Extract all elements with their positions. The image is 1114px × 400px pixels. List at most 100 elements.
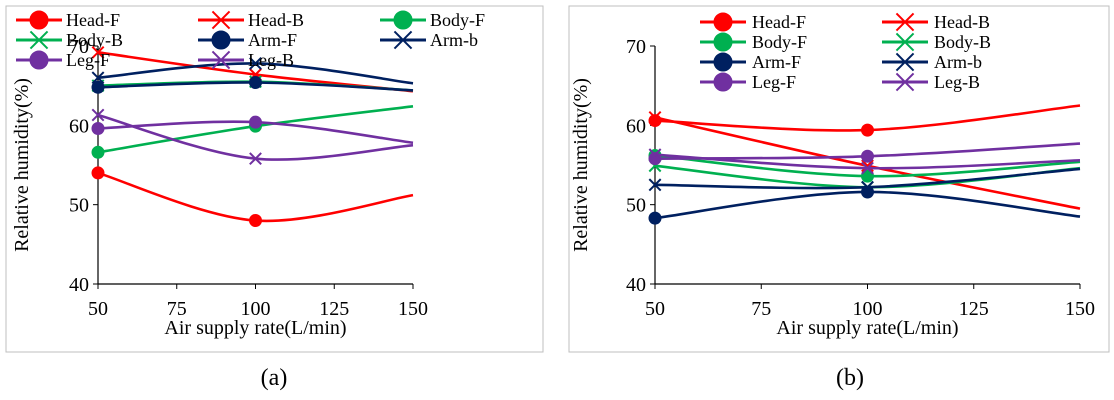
legend-marker: [713, 32, 733, 52]
legend-label: Arm-b: [934, 52, 982, 72]
data-point-body-f: [861, 169, 874, 183]
legend-label: Body-B: [934, 32, 991, 52]
legend-label: Arm-F: [248, 30, 297, 50]
data-point-leg-b: [249, 152, 262, 166]
legend-marker: [211, 30, 231, 50]
data-point-leg-b: [648, 148, 662, 162]
legend-marker-stroke: [211, 50, 231, 70]
data-point-arm-b-stroke: [91, 71, 105, 85]
legend-marker: [29, 30, 49, 50]
legend-marker: [713, 52, 733, 72]
data-point-leg-f: [861, 149, 874, 163]
y-tick-label: 70: [626, 36, 646, 58]
data-point-arm-b-stroke: [648, 178, 662, 192]
legend-item: Body-B: [882, 32, 991, 52]
data-point-body-f: [91, 145, 105, 159]
legend-marker: [895, 72, 915, 92]
data-point-arm-b-stroke: [861, 180, 874, 194]
legend-label: Head-F: [752, 12, 806, 32]
legend-marker: [29, 50, 49, 70]
data-point-leg-b: [91, 108, 105, 122]
legend-marker-stroke: [895, 72, 915, 92]
legend-label: Body-F: [752, 32, 807, 52]
y-tick-label: 50: [626, 195, 646, 217]
x-tick-label: 100: [241, 298, 271, 320]
data-point-head-f: [861, 123, 874, 137]
legend-item: Arm-b: [380, 30, 478, 50]
chart-frame: [5, 5, 544, 353]
legend: Head-F Head-B Body-F Body-B Arm-F Arm-b Leg-F L…: [16, 10, 485, 70]
legend-marker: [713, 12, 733, 32]
legend-marker: [895, 52, 915, 72]
legend-marker: [895, 12, 915, 32]
legend-marker: [713, 72, 733, 92]
data-point-leg-b-stroke: [861, 161, 874, 175]
legend-item: Head-B: [198, 10, 304, 30]
data-point-head-b: [648, 110, 662, 124]
legend-label: Arm-b: [430, 30, 478, 50]
data-point-leg-f: [249, 115, 262, 129]
legend-label: Head-F: [66, 10, 120, 30]
data-point-arm-f: [648, 211, 662, 225]
x-tick-label: 75: [751, 298, 771, 320]
legend-marker: [393, 30, 413, 50]
legend-item: Leg-F: [16, 50, 110, 70]
data-point-arm-b: [861, 180, 874, 194]
legend-label: Leg-F: [66, 50, 110, 70]
chart-frame: [568, 5, 1110, 353]
data-point-leg-f: [91, 122, 105, 136]
data-point-head-b-stroke: [648, 110, 662, 124]
data-point-leg-b-stroke: [648, 148, 662, 162]
legend-item: Arm-F: [700, 52, 801, 72]
legend-label: Body-B: [66, 30, 123, 50]
x-tick-label: 50: [645, 298, 665, 320]
legend-marker-stroke: [29, 30, 49, 50]
data-point-head-b: [91, 45, 105, 59]
data-point-head-b-stroke: [861, 159, 874, 173]
legend-marker: [29, 10, 49, 30]
legend-item: Body-F: [380, 10, 485, 30]
y-tick-label: 40: [69, 274, 89, 296]
legend-marker: [393, 10, 413, 30]
y-tick-label: 60: [626, 115, 646, 137]
y-tick-label: 50: [69, 195, 89, 217]
y-tick-label: 60: [69, 115, 89, 137]
series-line-head-f: [97, 171, 414, 223]
x-axis-label: Air supply rate(L/min): [164, 317, 346, 339]
data-point-leg-b-stroke: [91, 108, 105, 122]
data-point-leg-b-stroke: [249, 152, 262, 166]
y-axis-label: Relative humidity(%): [570, 78, 592, 252]
y-tick-label: 40: [626, 274, 646, 296]
legend-item: Leg-B: [198, 50, 294, 70]
legend-label: Leg-B: [248, 50, 294, 70]
legend-marker: [211, 10, 231, 30]
x-axis-label: Air supply rate(L/min): [776, 317, 958, 339]
x-tick-label: 125: [959, 298, 989, 320]
x-tick-label: 125: [319, 298, 349, 320]
y-tick-label: 70: [69, 36, 89, 58]
legend-item: Arm-F: [198, 30, 297, 50]
legend-label: Head-B: [934, 12, 990, 32]
panel-label: (b): [836, 365, 864, 391]
legend-marker-stroke: [211, 10, 231, 30]
legend-label: Head-B: [248, 10, 304, 30]
data-point-arm-b: [91, 71, 105, 85]
legend-item: Head-F: [16, 10, 120, 30]
legend-item: Leg-F: [700, 72, 796, 92]
legend-marker-stroke: [393, 30, 413, 50]
legend-marker-stroke: [895, 32, 915, 52]
legend-item: Leg-B: [882, 72, 980, 92]
y-axis-label: Relative humidity(%): [11, 78, 33, 252]
legend-label: Body-F: [430, 10, 485, 30]
x-tick-label: 50: [88, 298, 108, 320]
data-point-head-b-stroke: [91, 45, 105, 59]
legend-item: Head-B: [882, 12, 990, 32]
legend-item: Body-B: [16, 30, 123, 50]
data-point-arm-b-stroke: [249, 57, 262, 70]
legend-label: Leg-B: [934, 72, 980, 92]
legend-marker: [895, 32, 915, 52]
data-point-arm-f: [91, 80, 105, 94]
panel-label: (a): [261, 365, 288, 391]
